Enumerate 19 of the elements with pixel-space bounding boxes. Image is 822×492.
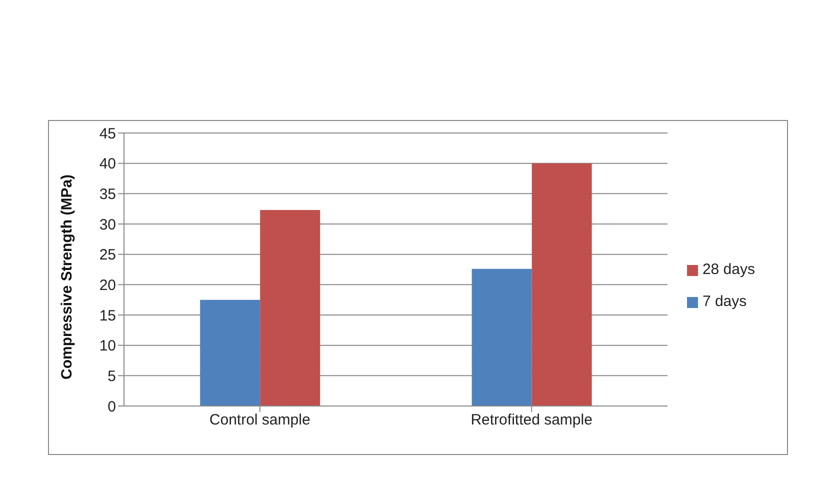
y-tick-label: 30 — [99, 216, 116, 234]
x-tick-label: Retrofitted sample — [470, 412, 592, 429]
bar — [532, 163, 592, 406]
y-tick-label: 20 — [99, 276, 116, 294]
x-tick-label: Control sample — [209, 412, 310, 429]
legend-label: 28 days — [702, 261, 755, 278]
bar — [472, 268, 532, 406]
y-tick-label: 35 — [99, 186, 116, 203]
y-axis-title: Compressive Strength (MPa) — [58, 174, 76, 380]
y-tick-label: 45 — [99, 125, 116, 142]
y-tick-label: 10 — [99, 338, 116, 355]
y-tick-label: 0 — [108, 398, 116, 416]
bar — [200, 300, 260, 406]
y-tick-label: 25 — [99, 246, 116, 264]
y-tick-label: 40 — [99, 156, 116, 173]
bar — [260, 210, 320, 406]
y-tick-label: 5 — [108, 368, 116, 385]
legend-label: 7 days — [702, 293, 747, 310]
y-tick-label: 15 — [99, 307, 116, 324]
